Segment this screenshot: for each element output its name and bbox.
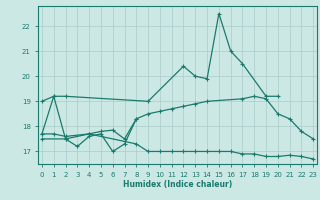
X-axis label: Humidex (Indice chaleur): Humidex (Indice chaleur) <box>123 180 232 189</box>
